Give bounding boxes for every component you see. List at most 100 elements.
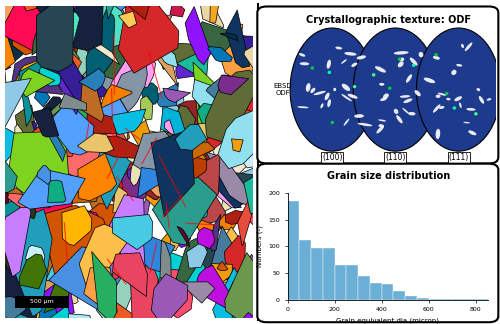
Polygon shape bbox=[10, 162, 43, 180]
Bar bbox=[358, 276, 370, 300]
Ellipse shape bbox=[388, 87, 392, 90]
Ellipse shape bbox=[375, 66, 386, 73]
Polygon shape bbox=[18, 169, 86, 209]
Polygon shape bbox=[131, 2, 178, 86]
Ellipse shape bbox=[356, 55, 366, 60]
Polygon shape bbox=[250, 309, 276, 324]
Ellipse shape bbox=[433, 104, 440, 113]
Polygon shape bbox=[122, 195, 152, 273]
Polygon shape bbox=[80, 26, 94, 48]
Polygon shape bbox=[242, 190, 252, 204]
Polygon shape bbox=[230, 24, 243, 43]
Polygon shape bbox=[229, 278, 259, 309]
Bar bbox=[334, 265, 346, 300]
Polygon shape bbox=[179, 282, 214, 303]
Polygon shape bbox=[107, 127, 131, 158]
Ellipse shape bbox=[330, 121, 334, 124]
Bar bbox=[370, 283, 382, 300]
Bar bbox=[382, 284, 394, 300]
Bar bbox=[323, 248, 334, 300]
Ellipse shape bbox=[379, 83, 384, 86]
Polygon shape bbox=[54, 42, 82, 73]
Polygon shape bbox=[170, 143, 208, 183]
Ellipse shape bbox=[326, 60, 331, 69]
Polygon shape bbox=[131, 120, 160, 164]
Polygon shape bbox=[218, 110, 260, 169]
Polygon shape bbox=[25, 0, 40, 5]
Polygon shape bbox=[74, 211, 104, 273]
Polygon shape bbox=[11, 56, 63, 95]
Polygon shape bbox=[177, 226, 190, 247]
Ellipse shape bbox=[297, 106, 308, 108]
Ellipse shape bbox=[452, 106, 456, 110]
Polygon shape bbox=[211, 110, 289, 152]
Polygon shape bbox=[164, 275, 176, 289]
Polygon shape bbox=[86, 17, 138, 83]
Polygon shape bbox=[32, 2, 41, 24]
Polygon shape bbox=[12, 58, 46, 90]
Ellipse shape bbox=[474, 112, 478, 116]
Polygon shape bbox=[166, 212, 188, 241]
Polygon shape bbox=[142, 148, 160, 169]
Polygon shape bbox=[74, 71, 93, 90]
Polygon shape bbox=[166, 181, 188, 190]
Ellipse shape bbox=[459, 102, 462, 108]
Polygon shape bbox=[70, 0, 79, 9]
Bar bbox=[452, 299, 488, 300]
Ellipse shape bbox=[408, 112, 416, 115]
Polygon shape bbox=[32, 108, 59, 137]
Polygon shape bbox=[8, 312, 36, 324]
Polygon shape bbox=[138, 168, 164, 200]
Polygon shape bbox=[20, 0, 50, 11]
Polygon shape bbox=[155, 221, 190, 254]
Ellipse shape bbox=[320, 103, 324, 108]
Ellipse shape bbox=[372, 73, 376, 76]
Ellipse shape bbox=[418, 52, 424, 57]
Bar bbox=[15, 296, 70, 308]
Polygon shape bbox=[46, 151, 58, 178]
Ellipse shape bbox=[300, 62, 309, 65]
Polygon shape bbox=[138, 293, 164, 306]
Ellipse shape bbox=[376, 126, 384, 133]
Ellipse shape bbox=[398, 62, 404, 67]
Polygon shape bbox=[228, 48, 288, 99]
Polygon shape bbox=[0, 19, 16, 72]
Polygon shape bbox=[218, 75, 249, 95]
Polygon shape bbox=[220, 34, 256, 80]
Polygon shape bbox=[113, 185, 129, 214]
Polygon shape bbox=[224, 236, 246, 273]
Polygon shape bbox=[21, 229, 56, 280]
Polygon shape bbox=[72, 233, 118, 253]
Ellipse shape bbox=[378, 124, 384, 127]
Polygon shape bbox=[37, 189, 48, 214]
Polygon shape bbox=[2, 247, 36, 276]
Polygon shape bbox=[41, 214, 80, 235]
Ellipse shape bbox=[336, 47, 342, 50]
Text: 500 μm: 500 μm bbox=[30, 299, 54, 305]
Polygon shape bbox=[46, 159, 62, 197]
Polygon shape bbox=[0, 251, 64, 310]
Polygon shape bbox=[12, 7, 42, 55]
Polygon shape bbox=[205, 90, 264, 155]
Polygon shape bbox=[18, 151, 36, 181]
Ellipse shape bbox=[394, 51, 408, 55]
Polygon shape bbox=[115, 64, 148, 112]
Polygon shape bbox=[142, 130, 164, 154]
Polygon shape bbox=[44, 247, 86, 285]
Polygon shape bbox=[185, 6, 211, 65]
Polygon shape bbox=[56, 63, 78, 114]
Polygon shape bbox=[111, 0, 138, 8]
Ellipse shape bbox=[433, 56, 440, 60]
Polygon shape bbox=[0, 196, 23, 264]
Polygon shape bbox=[118, 0, 179, 73]
Polygon shape bbox=[166, 41, 208, 75]
Text: (111): (111) bbox=[448, 153, 468, 162]
Polygon shape bbox=[62, 206, 92, 245]
Polygon shape bbox=[244, 312, 260, 324]
Ellipse shape bbox=[398, 57, 402, 61]
Ellipse shape bbox=[461, 44, 464, 48]
Polygon shape bbox=[48, 266, 66, 281]
Polygon shape bbox=[197, 227, 215, 249]
Polygon shape bbox=[28, 293, 66, 324]
Ellipse shape bbox=[314, 91, 326, 95]
